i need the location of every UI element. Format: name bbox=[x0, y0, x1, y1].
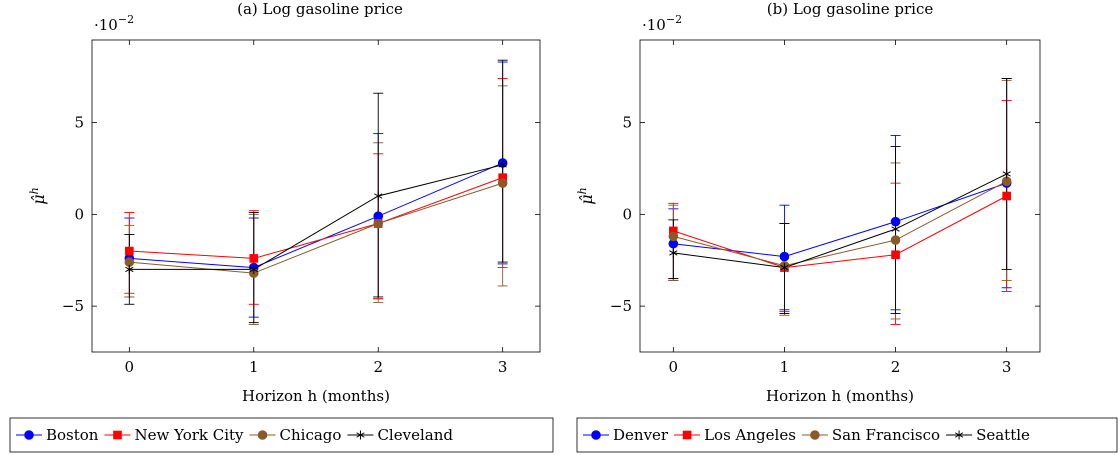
data-point bbox=[498, 160, 507, 170]
series-line bbox=[129, 177, 503, 259]
y-axis-label: μ̂h bbox=[576, 187, 596, 205]
x-axis-label: Horizon h (months) bbox=[766, 387, 914, 405]
series-line bbox=[129, 162, 503, 269]
data-point bbox=[1002, 169, 1011, 179]
series-cleveland bbox=[124, 59, 508, 324]
series-boston bbox=[124, 61, 508, 318]
y-tick-label: 0 bbox=[622, 205, 632, 223]
legend-item: Chicago bbox=[249, 426, 342, 444]
series-line bbox=[673, 182, 1007, 258]
data-point bbox=[374, 191, 383, 201]
x-tick-label: 3 bbox=[1002, 358, 1012, 376]
data-point bbox=[373, 218, 384, 229]
legend-item: Boston bbox=[16, 426, 99, 444]
series-chicago bbox=[124, 85, 508, 325]
data-point bbox=[249, 264, 258, 274]
chart-title: (b) Log gasoline price bbox=[767, 0, 934, 18]
series-new-york-city bbox=[124, 78, 508, 305]
plot-frame bbox=[639, 39, 1041, 353]
legend-swatch-marker bbox=[257, 430, 268, 440]
data-point bbox=[1002, 191, 1011, 201]
y-tick-label: 0 bbox=[74, 205, 84, 223]
legend-label: San Francisco bbox=[832, 426, 940, 444]
series-seattle bbox=[668, 78, 1012, 314]
series-denver bbox=[668, 78, 1012, 311]
legend-label: Boston bbox=[46, 426, 99, 444]
data-point bbox=[125, 246, 134, 256]
legend-swatch-marker bbox=[24, 430, 34, 440]
legend-box bbox=[9, 417, 554, 453]
legend-swatch-marker bbox=[682, 430, 692, 440]
data-point bbox=[779, 251, 790, 262]
chart-title: (a) Log gasoline price bbox=[237, 0, 403, 18]
legend-swatch-marker bbox=[113, 430, 122, 440]
legend-swatch-marker bbox=[356, 430, 365, 440]
legend-box bbox=[576, 417, 1118, 453]
data-point bbox=[249, 254, 259, 263]
chart-panel-1: (a) Log gasoline price ·10−2 −5 0 5 0 1 2 3 Horiz… bbox=[9, 0, 554, 453]
chart-panel-2: (b) Log gasoline price ·10−2 −5 0 5 0 1 2 3 Horiz… bbox=[576, 0, 1118, 453]
legend-swatch-marker bbox=[810, 430, 820, 440]
legend-label: Denver bbox=[613, 426, 669, 444]
y-axis-label: μ̂h bbox=[28, 187, 48, 205]
y-tick-label: 5 bbox=[622, 114, 632, 132]
legend-swatch-marker bbox=[954, 430, 964, 440]
series-line bbox=[673, 173, 1007, 269]
x-axis-label: Horizon h (months) bbox=[242, 387, 390, 405]
data-point bbox=[498, 173, 507, 182]
series-line bbox=[673, 195, 1007, 269]
legend-label: Cleveland bbox=[377, 426, 453, 444]
y-tick-label: 5 bbox=[74, 114, 84, 132]
legend-item: San Francisco bbox=[801, 426, 940, 444]
legend-item: Cleveland bbox=[347, 426, 453, 444]
x-tick-label: 0 bbox=[669, 358, 679, 376]
legend-label: Los Angeles bbox=[704, 426, 796, 444]
x-tick-label: 2 bbox=[373, 358, 383, 376]
data-point bbox=[669, 226, 678, 236]
y-tick-label: −5 bbox=[610, 297, 632, 315]
y-tick-label: −5 bbox=[62, 297, 84, 315]
x-tick-label: 1 bbox=[249, 358, 259, 376]
axis-scale-factor: ·10−2 bbox=[642, 13, 682, 34]
legend-label: New York City bbox=[134, 426, 244, 444]
data-point bbox=[890, 235, 901, 245]
legend-item: New York City bbox=[104, 426, 244, 444]
legend-label: Chicago bbox=[280, 426, 342, 444]
data-point bbox=[668, 231, 679, 242]
x-tick-label: 1 bbox=[780, 358, 790, 376]
series-line bbox=[673, 180, 1007, 267]
legend-swatch-marker bbox=[591, 430, 601, 440]
series-los-angeles bbox=[668, 100, 1012, 325]
axis-scale-factor: ·10−2 bbox=[94, 13, 134, 34]
x-tick-label: 0 bbox=[125, 358, 135, 376]
data-point bbox=[780, 263, 789, 273]
plot-frame bbox=[91, 39, 541, 353]
legend: Denver Los Angeles San Francisco Seattle bbox=[576, 417, 1118, 453]
data-point bbox=[891, 224, 900, 234]
legend-item: Seattle bbox=[946, 426, 1030, 444]
data-point bbox=[497, 178, 508, 188]
legend-item: Denver bbox=[583, 426, 669, 444]
series-line bbox=[129, 164, 503, 270]
data-point bbox=[125, 264, 134, 274]
x-tick-label: 2 bbox=[891, 358, 901, 376]
data-point bbox=[669, 248, 678, 258]
legend: Boston New York City Chicago Cleveland bbox=[9, 417, 554, 453]
series-line bbox=[129, 182, 503, 274]
legend-item: Los Angeles bbox=[674, 426, 796, 444]
legend-label: Seattle bbox=[976, 426, 1030, 444]
x-tick-label: 3 bbox=[498, 358, 508, 376]
data-point bbox=[891, 250, 900, 260]
